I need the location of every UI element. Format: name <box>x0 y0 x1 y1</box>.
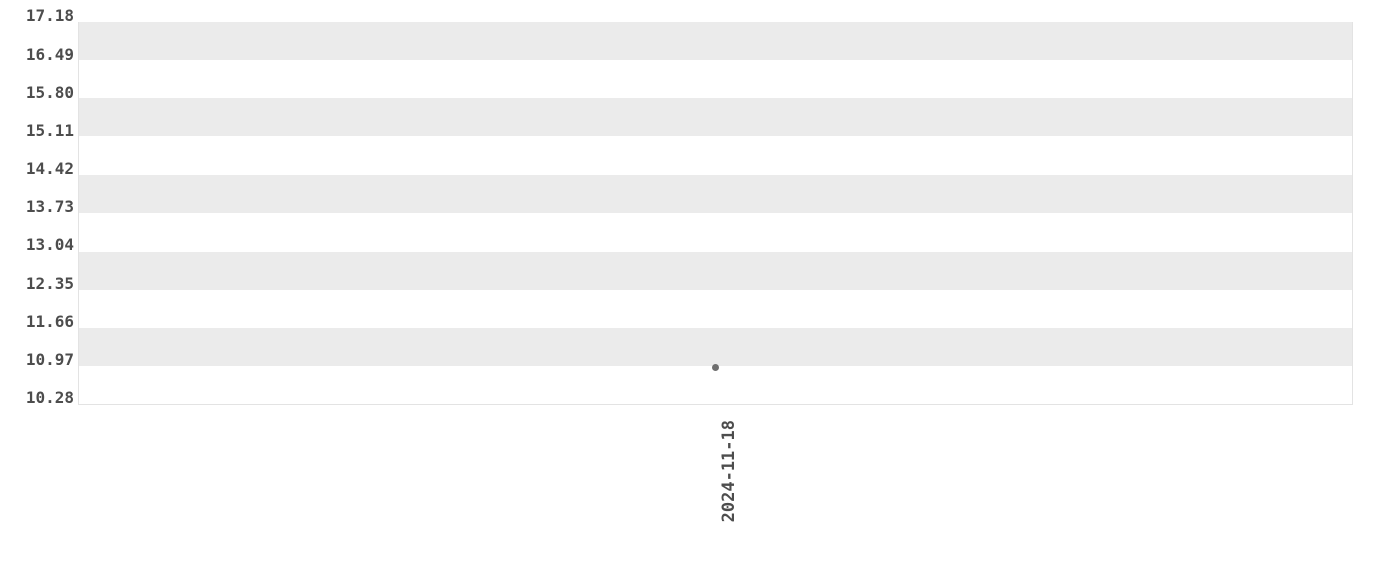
plot-area <box>78 22 1353 405</box>
background-band <box>79 252 1352 290</box>
y-tick-label: 10.28 <box>25 388 74 407</box>
y-tick-label: 15.11 <box>25 121 74 140</box>
y-tick-label: 13.04 <box>25 235 74 254</box>
y-axis: 17.18 16.49 15.80 15.11 14.42 13.73 13.04 12.35… <box>0 0 74 420</box>
y-tick-label: 16.49 <box>25 45 74 64</box>
x-tick-label: 2024-11-18 <box>719 420 739 523</box>
y-tick-label: 14.42 <box>25 159 74 178</box>
y-tick-label: 13.73 <box>25 197 74 216</box>
data-point[interactable] <box>711 363 719 371</box>
background-band <box>79 328 1352 366</box>
y-tick-label: 10.97 <box>25 350 74 369</box>
background-band <box>79 98 1352 136</box>
y-tick-label: 12.35 <box>25 274 74 293</box>
background-band <box>79 175 1352 213</box>
y-tick-label: 17.18 <box>25 6 74 25</box>
background-band <box>79 22 1352 60</box>
x-axis: 2024-11-18 <box>0 406 1380 580</box>
y-tick-label: 11.66 <box>25 312 74 331</box>
y-tick-label: 15.80 <box>25 83 74 102</box>
